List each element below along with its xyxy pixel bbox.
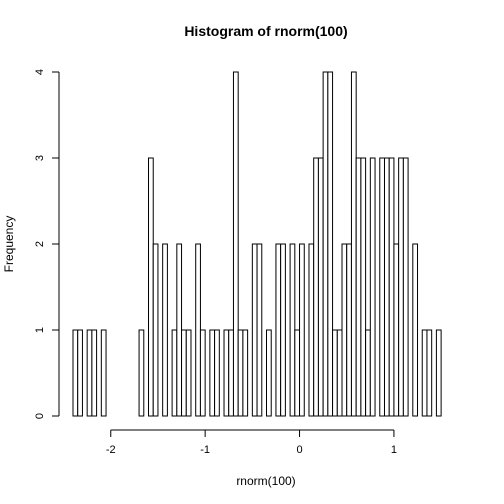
bars-group [72, 71, 442, 417]
histogram-bar [355, 157, 362, 417]
histogram-bar [435, 329, 442, 417]
histogram-bar [91, 329, 98, 417]
histogram-bar [341, 243, 348, 417]
histogram-bar [294, 329, 301, 417]
histogram-bar [383, 157, 390, 417]
y-tick-label: 1 [34, 327, 46, 333]
histogram-bar [77, 329, 83, 417]
x-tick-label: 1 [391, 444, 397, 456]
histogram-bar [199, 329, 206, 417]
histogram-bar [332, 329, 338, 417]
histogram-bar [171, 329, 178, 417]
histogram-bar [209, 329, 216, 417]
histogram-bar [176, 243, 183, 417]
y-tick-label: 0 [34, 413, 46, 419]
x-tick-label: -1 [200, 444, 210, 456]
histogram-bar [181, 329, 187, 417]
x-tick-label: 0 [296, 444, 302, 456]
histogram-bar [360, 157, 367, 417]
x-axis: -2 -1 0 1 [106, 429, 397, 456]
histogram-bar [412, 243, 419, 417]
histogram-bar [152, 243, 159, 417]
histogram-bar [317, 157, 324, 417]
histogram-bar [228, 329, 234, 417]
histogram-bar [346, 243, 352, 417]
histogram-bar [369, 157, 376, 417]
y-tick-label: 2 [34, 241, 46, 247]
y-tick-label: 3 [34, 155, 46, 161]
histogram-bar [393, 243, 400, 417]
histogram-bar [275, 243, 282, 417]
chart-title: Histogram of rnorm(100) [184, 23, 347, 39]
histogram-bar [289, 243, 296, 417]
histogram-bar [195, 243, 201, 417]
histogram-bar [232, 71, 239, 417]
histogram-bar [379, 157, 385, 417]
histogram-bar [214, 329, 220, 417]
histogram-bar [327, 71, 334, 417]
histogram-bar [162, 243, 168, 417]
histogram-bar [86, 329, 93, 417]
histogram-bar [299, 243, 305, 417]
histogram-bar [223, 329, 230, 417]
histogram-bar [185, 329, 192, 417]
y-axis: 0 1 2 3 4 [34, 69, 60, 419]
histogram-bar [256, 243, 263, 417]
y-tick-label: 4 [34, 69, 46, 75]
histogram-bar [313, 157, 319, 417]
histogram-bar [398, 157, 404, 417]
histogram-bar [72, 329, 79, 417]
histogram-bar [308, 243, 315, 417]
histogram-bar [266, 329, 272, 417]
histogram-bar [365, 329, 371, 417]
histogram-bar [402, 157, 409, 417]
histogram-bar [138, 329, 145, 417]
histogram-bar [421, 329, 428, 417]
y-axis-label: Frequency [2, 216, 16, 273]
histogram-bar [426, 329, 433, 417]
histogram-bar [322, 71, 329, 417]
histogram-bar [280, 243, 286, 417]
histogram-bar [237, 329, 244, 417]
histogram-bar [388, 157, 395, 417]
x-tick-label: -2 [106, 444, 116, 456]
histogram-bar [336, 329, 343, 417]
histogram-bar [350, 71, 357, 417]
x-axis-label: rnorm(100) [236, 474, 295, 488]
histogram-bar [251, 243, 258, 417]
histogram-bar [242, 329, 249, 417]
histogram-bar [100, 329, 107, 417]
histogram-bar [148, 157, 154, 417]
